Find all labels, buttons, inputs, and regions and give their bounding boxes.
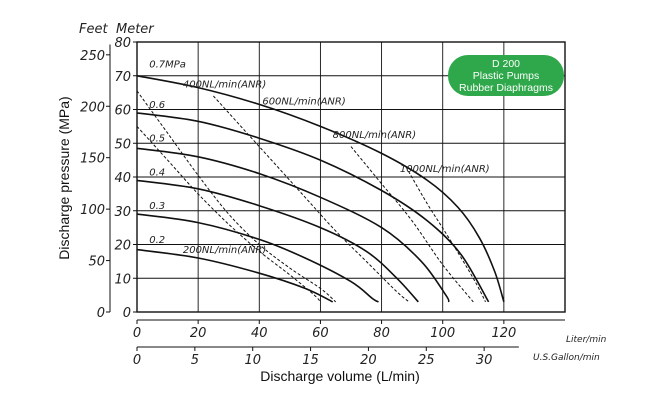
feet-axis-title: Feet bbox=[79, 22, 108, 37]
meter-tick-label: 20 bbox=[114, 239, 131, 254]
gallon-unit-label: U.S.Gallon/min bbox=[533, 353, 600, 363]
curve-label: 0.2 bbox=[149, 235, 165, 246]
badge-background bbox=[448, 55, 564, 96]
meter-tick-label: 10 bbox=[114, 272, 131, 287]
meter-tick-label: 80 bbox=[114, 36, 131, 51]
gallon-tick-label: 0 bbox=[133, 353, 141, 368]
pressure-curve bbox=[136, 147, 450, 303]
curve-labels: 0.7MPa 0.6 0.5 0.4 0.3 0.2 400NL/min(ANR) 600NL… bbox=[149, 59, 489, 256]
feet-tick-label: 150 bbox=[80, 152, 105, 167]
pressure-curve bbox=[136, 248, 334, 303]
meter-tick-label: 40 bbox=[114, 171, 131, 186]
pressure-curve bbox=[136, 75, 505, 303]
air-consumption-curve bbox=[136, 126, 321, 303]
curve-label: 0.4 bbox=[149, 167, 165, 178]
liter-tick-label: 0 bbox=[133, 326, 141, 341]
pressure-curve bbox=[136, 179, 419, 303]
feet-tick-label: 100 bbox=[80, 203, 105, 218]
air-consumption-curve bbox=[405, 166, 486, 303]
badge-type: Plastic Pumps bbox=[473, 70, 540, 82]
feet-tick-label: 250 bbox=[80, 49, 105, 64]
curve-label: 1000NL/min(ANR) bbox=[400, 164, 490, 175]
curve-label: 0.3 bbox=[149, 201, 165, 212]
curve-label: 800NL/min(ANR) bbox=[333, 130, 416, 141]
meter-tick-label: 60 bbox=[114, 104, 131, 119]
badge-diaphragm: Rubber Diaphragms bbox=[459, 82, 553, 94]
liter-tick-label: 80 bbox=[373, 326, 390, 341]
meter-tick-label: 50 bbox=[114, 137, 131, 152]
air-consumption-curve bbox=[136, 90, 337, 303]
y-axis-title: Discharge pressure (MPa) bbox=[56, 96, 72, 259]
curve-label: 400NL/min(ANR) bbox=[183, 80, 266, 91]
liter-unit-label: Liter/min bbox=[566, 335, 607, 345]
curve-label: 0.6 bbox=[149, 100, 165, 111]
product-badge: D 200 Plastic Pumps Rubber Diaphragms bbox=[448, 55, 564, 96]
pressure-curve bbox=[136, 112, 490, 303]
gallon-tick-label: 25 bbox=[418, 353, 435, 368]
liter-tick-label: 40 bbox=[251, 326, 268, 341]
curve-label: 200NL/min(ANR) bbox=[183, 245, 266, 256]
meter-axis-title: Meter bbox=[116, 22, 155, 37]
air-consumption-curve bbox=[350, 146, 474, 303]
liter-tick-label: 20 bbox=[190, 326, 207, 341]
liter-tick-label: 100 bbox=[430, 326, 455, 341]
air-consumption-curve bbox=[213, 95, 410, 303]
liter-tick-label: 60 bbox=[312, 326, 329, 341]
curve-label: 0.5 bbox=[149, 134, 165, 145]
gallon-tick-label: 5 bbox=[191, 353, 199, 368]
gallon-tick-label: 15 bbox=[302, 353, 319, 368]
liter-tick-label: 120 bbox=[491, 326, 516, 341]
x-axis-title: Discharge volume (L/min) bbox=[260, 368, 420, 384]
badge-model: D 200 bbox=[492, 58, 520, 70]
gallon-tick-label: 20 bbox=[360, 353, 377, 368]
feet-tick-label: 50 bbox=[88, 255, 105, 270]
meter-tick-label: 30 bbox=[114, 205, 131, 220]
meter-tick-label: 0 bbox=[123, 306, 131, 321]
feet-tick-label: 200 bbox=[80, 100, 105, 115]
gallon-tick-label: 30 bbox=[476, 353, 493, 368]
curve-label: 0.7MPa bbox=[149, 59, 186, 70]
feet-tick-label: 0 bbox=[97, 306, 105, 321]
curves bbox=[136, 75, 505, 303]
gallon-tick-label: 10 bbox=[244, 353, 261, 368]
pressure-curve bbox=[136, 213, 379, 303]
meter-tick-label: 70 bbox=[114, 70, 131, 85]
curve-label: 600NL/min(ANR) bbox=[262, 96, 345, 107]
